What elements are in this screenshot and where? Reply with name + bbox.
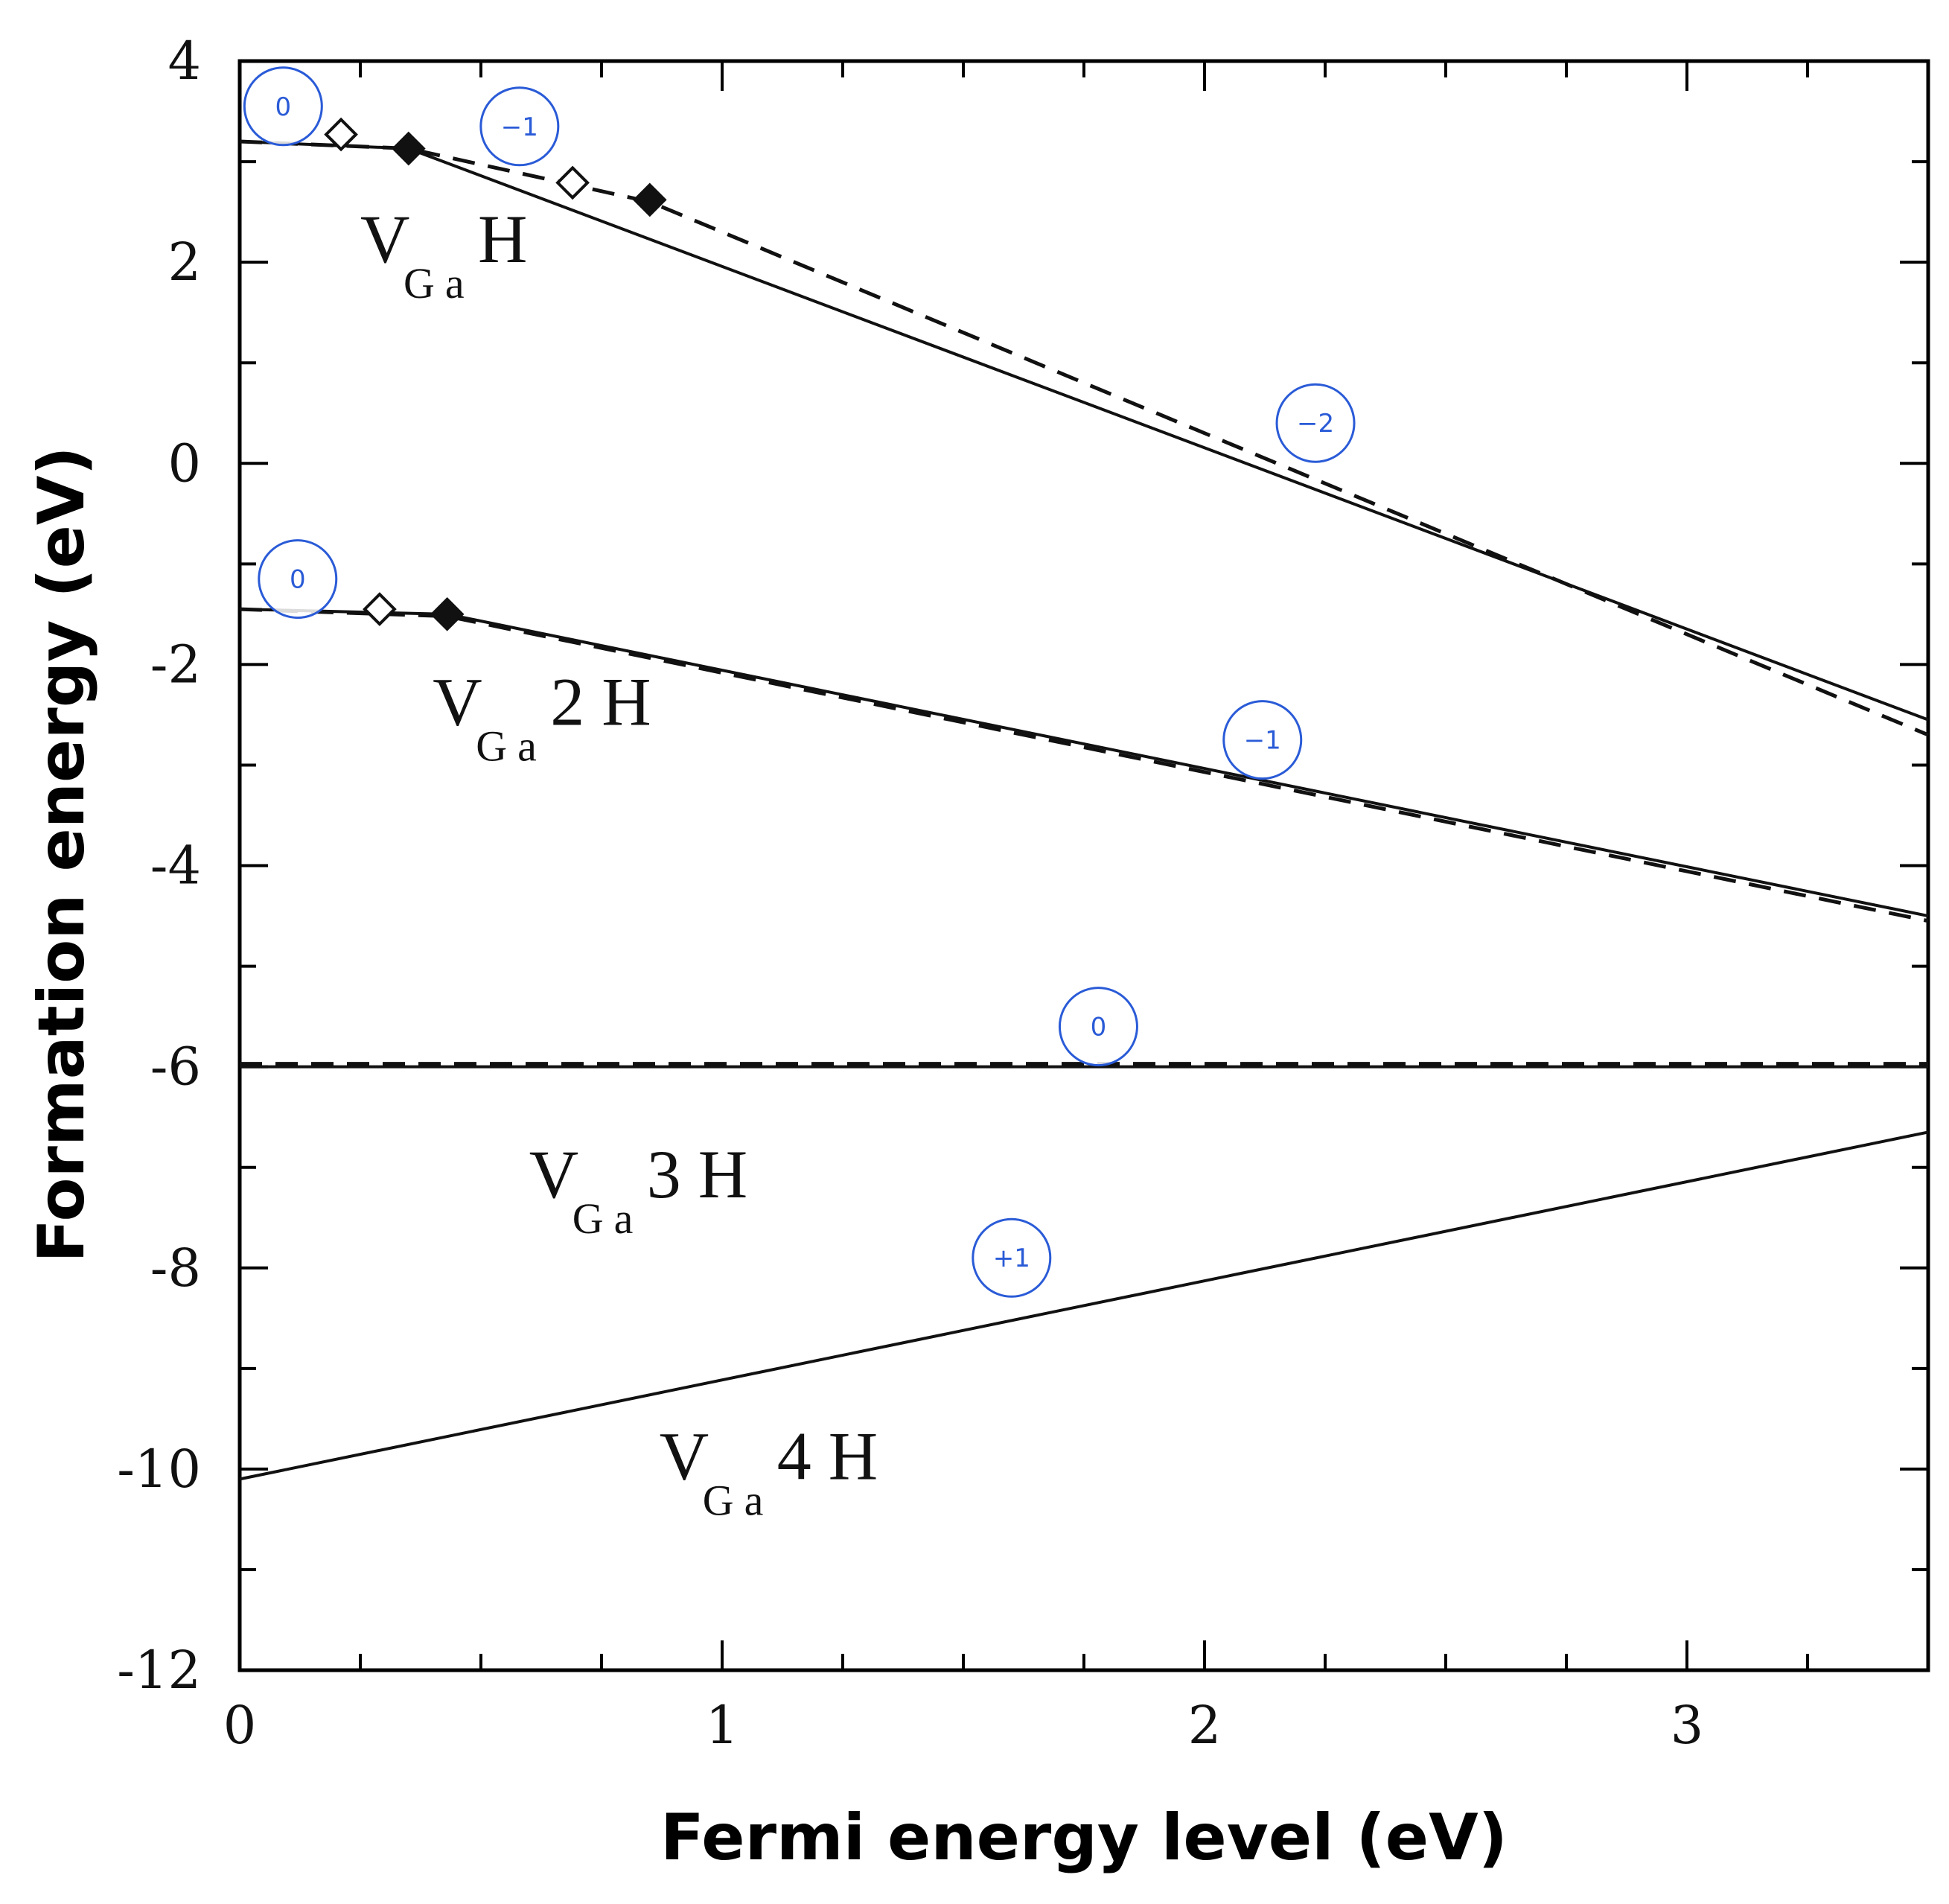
charge-circle <box>1222 700 1303 780</box>
y-tick-label: 0 <box>168 433 201 494</box>
curve-label-base: V <box>529 1136 578 1212</box>
curve-label-subscript: Ga <box>403 259 475 308</box>
open-diamond-marker <box>324 117 358 152</box>
solid-line-VGa4H <box>239 1130 1929 1481</box>
y-tick-label: 4 <box>168 31 201 92</box>
charge-circle <box>243 66 323 147</box>
charge-label: +1 <box>993 1244 1030 1273</box>
x-tick-label: 2 <box>1188 1695 1222 1756</box>
y-tick-label: -6 <box>150 1037 201 1098</box>
curve-label-suffix: 4 H <box>777 1418 878 1494</box>
filled-diamond-marker <box>430 597 465 631</box>
charge-label: 0 <box>290 565 306 595</box>
y-tick-label: -10 <box>117 1439 201 1500</box>
charge-circle <box>972 1217 1052 1298</box>
y-tick-label: 2 <box>168 232 201 293</box>
filled-diamond-marker <box>632 182 667 217</box>
x-tick-label: 1 <box>706 1695 739 1756</box>
filled-diamond-marker <box>391 131 426 166</box>
y-tick-label: -12 <box>117 1640 201 1701</box>
transition-markers <box>324 117 667 631</box>
y-tick-label: -4 <box>150 835 201 897</box>
charge-label: −1 <box>501 112 538 142</box>
solid-curves <box>239 140 1929 1481</box>
curve-label-subscript: Ga <box>476 722 547 770</box>
dashed-curves <box>239 139 1929 1066</box>
x-tick-label: 3 <box>1671 1695 1704 1756</box>
charge-state-labels: 0 −1 −2 0 −1 0 +1 <box>243 66 1356 1298</box>
y-tick-label: -8 <box>150 1238 201 1299</box>
curve-label-base: V <box>360 201 409 277</box>
curve-label-suffix: 3 H <box>647 1136 747 1212</box>
curve-label-suffix: H <box>478 201 527 277</box>
tick-labels: 4 2 0 -2 -4 -6 -8 -10 -12 0 1 2 3 <box>117 31 1703 1756</box>
curve-label-base: V <box>660 1418 709 1494</box>
charge-label: −2 <box>1297 409 1334 439</box>
x-tick-label: 0 <box>223 1695 257 1756</box>
y-axis-title: Formation energy (eV) <box>25 446 99 1263</box>
curve-label-suffix: 2 H <box>550 663 651 739</box>
dashed-line-VGa2H <box>239 607 1929 923</box>
open-diamond-marker <box>363 592 397 626</box>
charge-circle <box>1058 987 1138 1067</box>
curve-label-subscript: Ga <box>572 1194 644 1243</box>
curve-label-base: V <box>433 663 482 739</box>
charge-circle <box>1275 383 1356 463</box>
open-diamond-marker <box>555 165 590 200</box>
charge-label: −1 <box>1244 726 1281 756</box>
charge-circle <box>479 86 560 167</box>
x-axis-title: Fermi energy level (eV) <box>660 1800 1508 1875</box>
charge-label: 0 <box>275 92 291 122</box>
y-tick-label: -2 <box>150 634 201 695</box>
curve-label-subscript: Ga <box>703 1476 774 1524</box>
charge-circle <box>258 539 338 620</box>
charge-label: 0 <box>1091 1013 1107 1042</box>
